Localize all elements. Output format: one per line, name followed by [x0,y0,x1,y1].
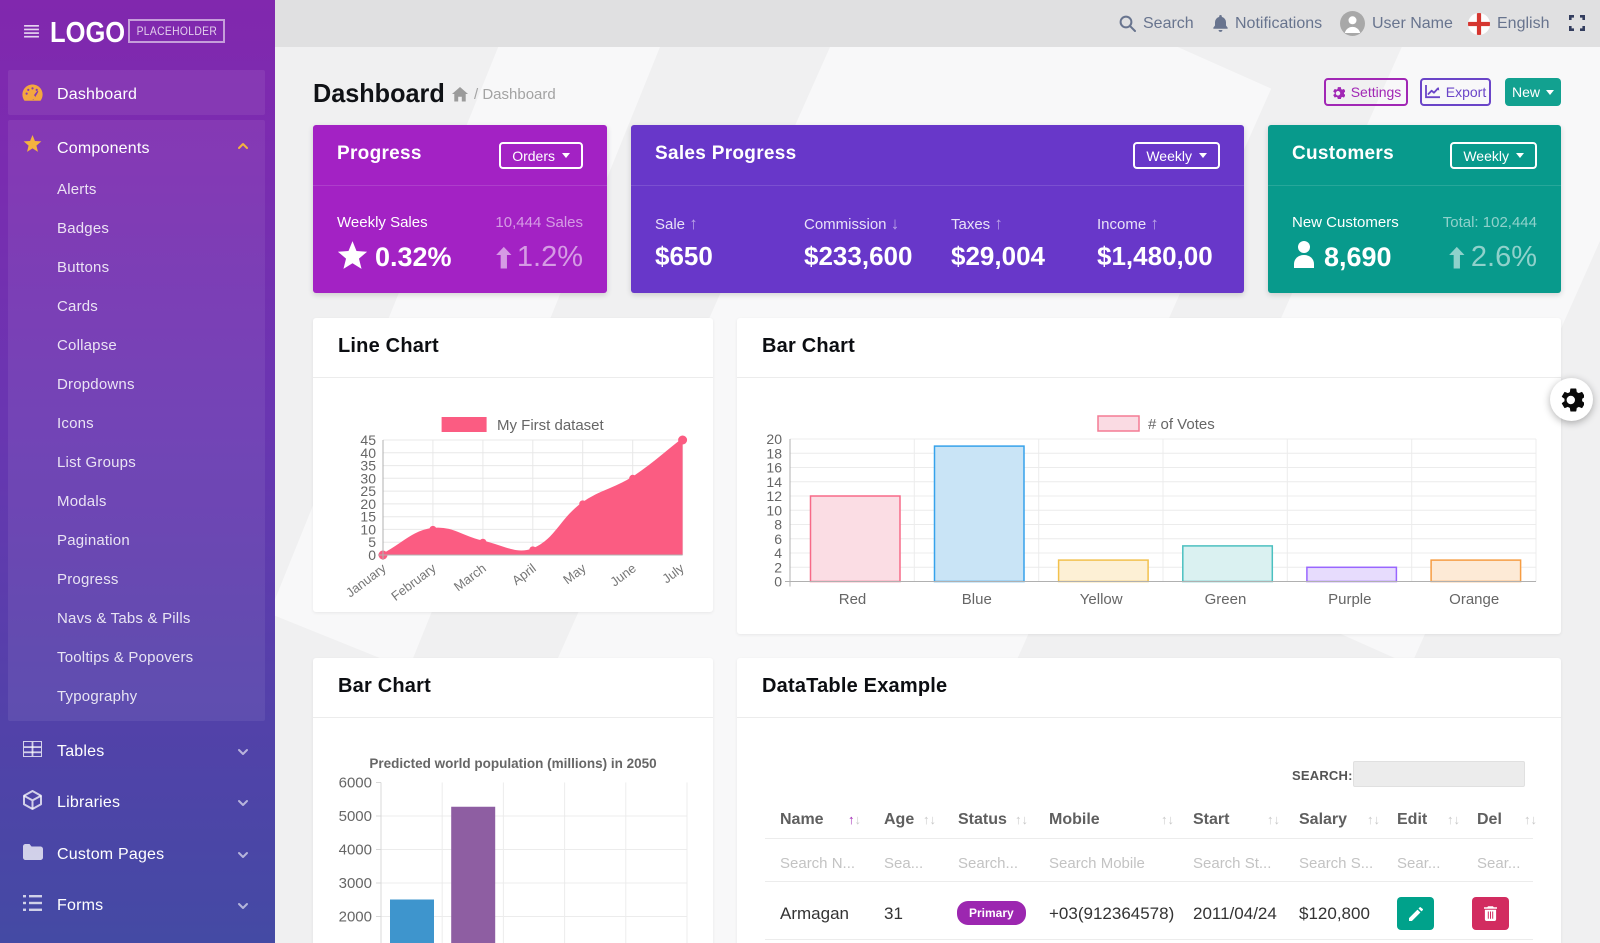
svg-text:12: 12 [766,488,782,504]
svg-text:40: 40 [360,445,376,461]
svg-text:May: May [560,560,589,587]
svg-text:My First dataset: My First dataset [497,417,605,434]
svg-text:June: June [607,560,639,589]
svg-text:4000: 4000 [339,842,372,859]
svg-text:2000: 2000 [339,909,372,926]
svg-text:6: 6 [774,531,782,547]
svg-text:April: April [509,560,539,588]
svg-text:4: 4 [774,545,782,561]
svg-text:25: 25 [360,483,376,499]
svg-text:35: 35 [360,458,376,474]
svg-text:8: 8 [774,517,782,533]
svg-text:20: 20 [766,431,782,447]
svg-text:2: 2 [774,559,782,575]
svg-text:20: 20 [360,496,376,512]
svg-text:Orange: Orange [1449,591,1499,608]
svg-text:6000: 6000 [339,775,372,792]
svg-text:February: February [388,560,439,604]
svg-text:Green: Green [1205,591,1247,608]
svg-text:Purple: Purple [1328,591,1371,608]
svg-text:Predicted world population (mi: Predicted world population (millions) in… [369,756,656,771]
svg-text:3000: 3000 [339,875,372,892]
svg-text:15: 15 [360,509,376,525]
svg-text:Blue: Blue [962,591,992,608]
svg-text:18: 18 [766,445,782,461]
svg-text:Yellow: Yellow [1080,591,1123,608]
svg-text:0: 0 [368,547,376,563]
svg-text:March: March [451,560,489,594]
svg-text:July: July [659,560,687,586]
svg-text:Red: Red [839,591,867,608]
svg-text:14: 14 [766,474,782,490]
svg-text:10: 10 [360,521,376,537]
svg-text:10: 10 [766,502,782,518]
svg-text:30: 30 [360,470,376,486]
svg-text:45: 45 [360,432,376,448]
svg-text:# of Votes: # of Votes [1148,416,1215,433]
svg-text:16: 16 [766,460,782,476]
svg-text:January: January [343,560,389,600]
svg-text:5000: 5000 [339,808,372,825]
svg-text:5: 5 [368,534,376,550]
svg-text:0: 0 [774,574,782,590]
